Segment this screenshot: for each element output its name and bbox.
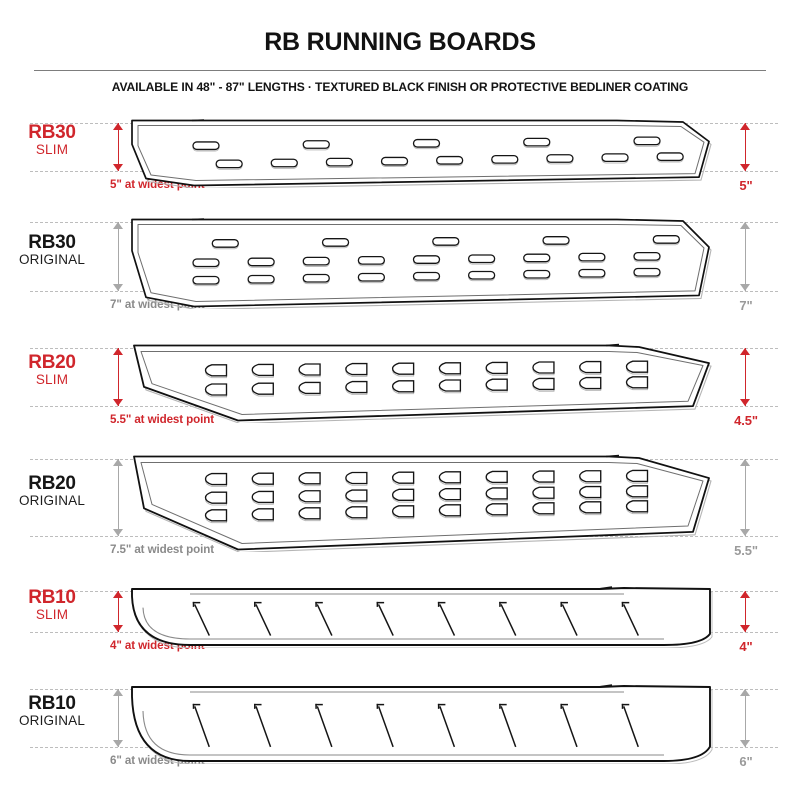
product-label: RB30 SLIM [0, 123, 104, 159]
arrow-shaft [118, 123, 120, 171]
product-label: RB20 SLIM [0, 353, 104, 389]
right-dimension-arrow [740, 348, 751, 406]
arrow-shaft [745, 222, 747, 291]
product-variant-name: SLIM [35, 606, 69, 622]
running-board-illustration [128, 684, 713, 764]
arrow-head-down [740, 164, 750, 171]
arrow-head-down [113, 529, 123, 536]
running-board-svg [133, 454, 712, 552]
right-dimension-arrow [740, 689, 751, 747]
arrow-shaft [118, 591, 120, 632]
product-variant-name: ORIGINAL [18, 713, 86, 729]
product-label: RB30 ORIGINAL [0, 231, 104, 269]
product-model-name: RB10 [28, 586, 76, 608]
arrow-shaft [118, 459, 120, 536]
left-dimension-arrow [113, 591, 124, 632]
left-dimension-arrow [113, 123, 124, 171]
arrow-shaft [118, 689, 120, 747]
running-board-svg [133, 343, 712, 423]
product-variant-name: SLIM [35, 142, 69, 158]
product-model-name: RB30 [28, 231, 76, 253]
arrow-head-down [740, 740, 750, 747]
left-dimension-arrow [113, 689, 124, 747]
product-variant-name: SLIM [35, 372, 69, 388]
arrow-head-down [113, 284, 123, 291]
page-header: RB RUNNING BOARDS AVAILABLE IN 48" - 87"… [0, 0, 800, 94]
arrow-head-down [113, 164, 123, 171]
product-variant-name: ORIGINAL [18, 492, 86, 508]
arrow-head-down [740, 529, 750, 536]
arrow-shaft [118, 222, 120, 291]
page-subtitle: AVAILABLE IN 48" - 87" LENGTHS · TEXTURE… [111, 80, 689, 94]
left-dimension-arrow [113, 348, 124, 406]
arrow-shaft [118, 348, 120, 406]
product-row: RB10 SLIM 4" at widest point 4" [0, 575, 800, 673]
product-model-name: RB20 [28, 352, 76, 373]
arrow-shaft [745, 689, 747, 747]
running-board-illustration [128, 217, 713, 309]
running-board-svg [131, 586, 713, 648]
arrow-head-down [740, 284, 750, 291]
product-row: RB30 SLIM 5" at widest point 5" [0, 108, 800, 206]
arrow-head-down [113, 625, 123, 632]
arrow-shaft [745, 123, 747, 171]
running-board-illustration [128, 343, 713, 423]
product-model-name: RB20 [28, 472, 76, 494]
widest-point-caption: 5.5" at widest point [110, 413, 214, 426]
right-dimension-arrow [740, 123, 751, 171]
arrow-shaft [745, 591, 747, 632]
product-row: RB30 ORIGINAL 7" at widest point 7" [0, 206, 800, 331]
arrow-head-down [740, 625, 750, 632]
page-title: RB RUNNING BOARDS [264, 28, 536, 56]
left-dimension-arrow [113, 222, 124, 291]
product-model-name: RB30 [28, 122, 76, 143]
product-model-name: RB10 [28, 693, 76, 714]
end-height-value: 7" [739, 298, 753, 313]
right-dimension-arrow [740, 591, 751, 632]
running-board-illustration [128, 454, 713, 552]
running-board-svg [131, 684, 713, 764]
end-height-value: 5.5" [734, 543, 758, 558]
running-board-illustration [128, 118, 713, 188]
product-label: RB20 ORIGINAL [0, 472, 104, 510]
arrow-shaft [745, 348, 747, 406]
product-label: RB10 SLIM [0, 586, 104, 624]
arrow-head-down [740, 399, 750, 406]
left-dimension-arrow [113, 459, 124, 536]
arrow-head-down [113, 740, 123, 747]
arrow-shaft [745, 459, 747, 536]
header-divider [34, 70, 766, 71]
running-board-svg [131, 218, 712, 309]
widest-point-caption: 7.5" at widest point [110, 543, 214, 556]
arrow-head-down [113, 399, 123, 406]
product-row: RB10 ORIGINAL 6" at widest point 6" [0, 673, 800, 791]
product-row: RB20 ORIGINAL 7.5" at widest point 5.5" [0, 444, 800, 575]
running-board-svg [131, 119, 712, 188]
right-dimension-arrow [740, 222, 751, 291]
product-label: RB10 ORIGINAL [0, 694, 104, 730]
product-row: RB20 SLIM 5.5" at widest point 4.5" [0, 331, 800, 444]
end-height-value: 6" [739, 754, 753, 769]
end-height-value: 5" [739, 178, 753, 193]
right-dimension-arrow [740, 459, 751, 536]
product-row-list: RB30 SLIM 5" at widest point 5" [0, 108, 800, 791]
end-height-value: 4" [739, 639, 753, 654]
end-height-value: 4.5" [734, 413, 758, 428]
product-variant-name: ORIGINAL [18, 251, 86, 267]
running-board-illustration [128, 586, 713, 648]
